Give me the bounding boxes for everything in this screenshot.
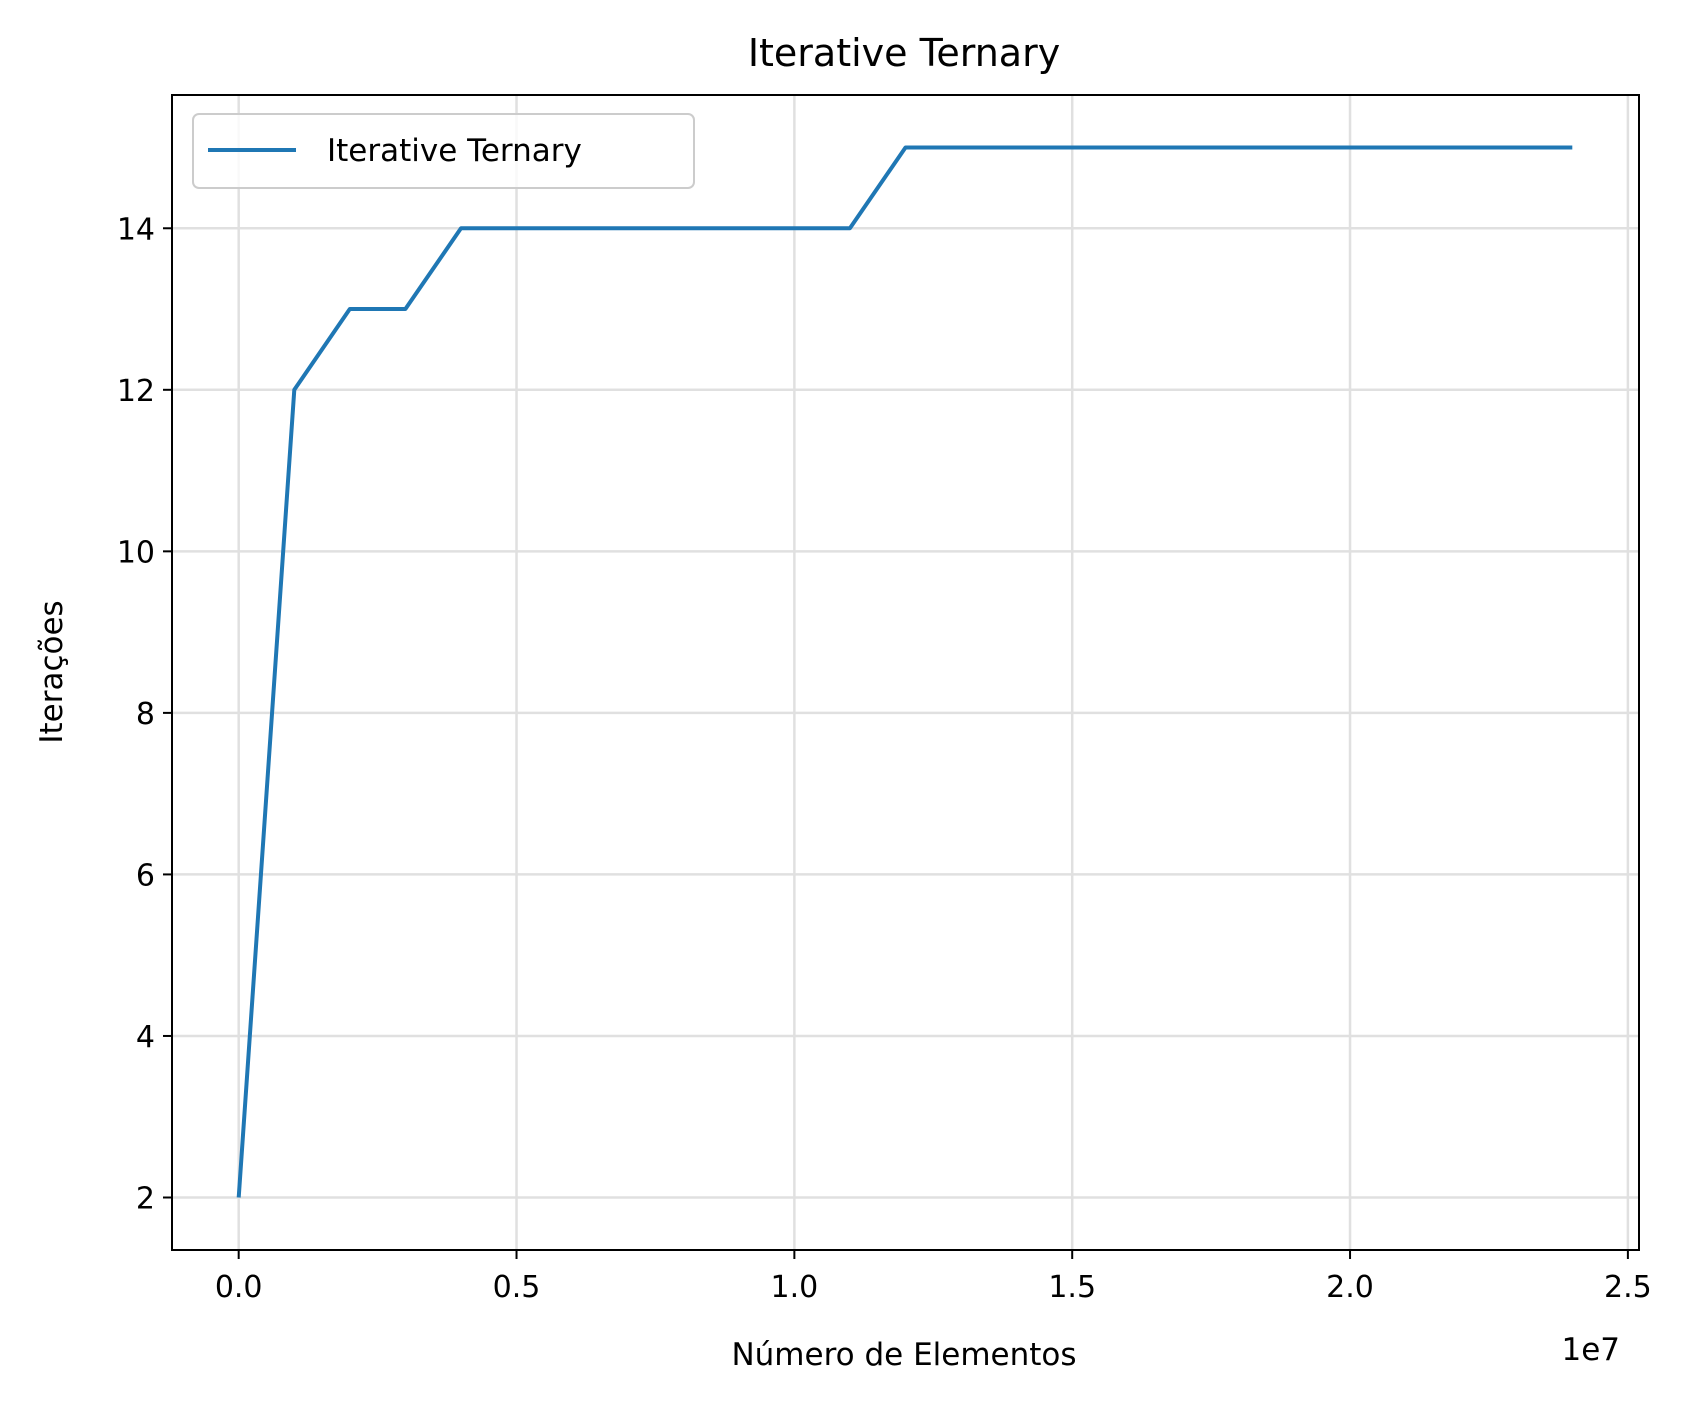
plot-frame	[171, 94, 1640, 1251]
legend-label: Iterative Ternary	[327, 133, 582, 169]
y-axis-ticks: 2 4 6 8 10 12 14	[117, 212, 172, 1217]
x-axis-offset-label: 1e7	[1561, 1332, 1620, 1368]
x-tick-label: 2.0	[1326, 1270, 1374, 1305]
x-tick-label: 0.0	[215, 1270, 263, 1305]
y-tick-label: 2	[136, 1182, 155, 1217]
legend-box	[192, 113, 695, 189]
x-tick-label: 2.5	[1604, 1270, 1652, 1305]
y-tick-label: 4	[136, 1020, 155, 1055]
legend: Iterative Ternary	[192, 113, 695, 189]
chart-title: Iterative Ternary	[748, 31, 1060, 75]
x-tick-label: 1.0	[771, 1270, 819, 1305]
y-tick-label: 6	[136, 858, 155, 893]
y-tick-label: 10	[117, 535, 155, 570]
y-axis-label: Iterações	[34, 600, 70, 743]
x-tick-label: 0.5	[493, 1270, 541, 1305]
y-tick-label: 14	[117, 212, 155, 247]
series-line	[236, 145, 1573, 1198]
x-axis-ticks: 0.0 0.5 1.0 1.5 2.0 2.5	[215, 1250, 1652, 1305]
x-tick-label: 1.5	[1048, 1270, 1096, 1305]
y-tick-label: 12	[117, 374, 155, 409]
x-axis-label: Número de Elementos	[731, 1337, 1076, 1373]
grid-lines	[172, 95, 1639, 1250]
plot-area	[236, 145, 1573, 1198]
y-tick-label: 8	[136, 697, 155, 732]
